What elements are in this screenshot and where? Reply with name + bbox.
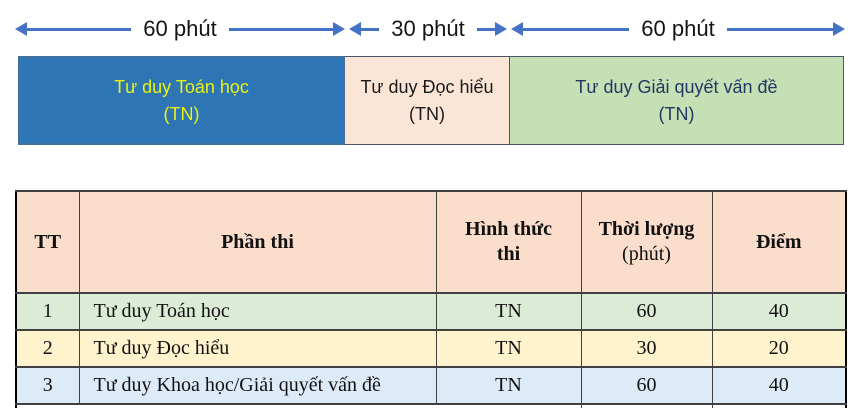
arrow-line <box>523 27 630 31</box>
section-box-problem: Tư duy Giải quyết vấn đề (TN) <box>509 56 844 145</box>
table-row: 2 Tư duy Đọc hiểu TN 30 20 <box>15 329 847 368</box>
cell-diem: 20 <box>711 329 847 368</box>
cell-phan-thi: Tư duy Đọc hiểu <box>78 329 437 368</box>
section-title: Tư duy Giải quyết vấn đề <box>575 77 778 98</box>
cell-thoi-luong: 30 <box>580 329 713 368</box>
col-header-thoi-luong-title: Thời lượng <box>598 218 695 240</box>
col-header-diem: Điểm <box>711 190 847 294</box>
arrow-line <box>27 27 132 31</box>
table-header-row: TT Phần thi Hình thức thi Thời lượng (ph… <box>15 190 847 294</box>
arrow-right-head-icon <box>833 22 845 36</box>
section-subtitle: (TN) <box>409 103 445 124</box>
section-box-math: Tư duy Toán học (TN) <box>18 56 345 145</box>
cell-total-label: Tổng <box>15 403 582 408</box>
arrow-line <box>726 27 833 31</box>
cell-total-thoi-luong: 150 <box>580 403 713 408</box>
section-subtitle: (TN) <box>163 103 200 124</box>
cell-tt: 3 <box>15 366 80 405</box>
table-row: 3 Tư duy Khoa học/Giải quyết vấn đề TN 6… <box>15 366 847 405</box>
timeline-boxes: Tư duy Toán học (TN) Tư duy Đọc hiểu (TN… <box>18 56 845 145</box>
duration-arrow-problem: 60 phút <box>511 13 845 45</box>
arrow-left-head-icon <box>349 22 361 36</box>
arrow-line <box>228 27 333 31</box>
cell-hinh-thuc: TN <box>435 366 582 405</box>
cell-tt: 2 <box>15 329 80 368</box>
timeline-arrows: 60 phút 30 phút 60 phút <box>15 13 845 45</box>
section-title: Tư duy Toán học <box>114 77 249 98</box>
col-header-thoi-luong-unit: (phút) <box>622 243 671 265</box>
section-subtitle: (TN) <box>658 103 695 124</box>
arrow-left-head-icon <box>15 22 27 36</box>
section-box-reading: Tư duy Đọc hiểu (TN) <box>345 56 510 145</box>
duration-arrow-math: 60 phút <box>15 13 345 45</box>
arrow-line <box>476 27 495 31</box>
col-header-tt: TT <box>15 190 80 294</box>
cell-hinh-thuc: TN <box>435 292 582 331</box>
col-header-hinh-thuc-thi: Hình thức thi <box>435 190 582 294</box>
cell-hinh-thuc: TN <box>435 329 582 368</box>
arrow-right-head-icon <box>333 22 345 36</box>
duration-arrow-reading: 30 phút <box>349 13 507 45</box>
table-total-row: Tổng 150 100 <box>15 403 847 408</box>
cell-phan-thi: Tư duy Khoa học/Giải quyết vấn đề <box>78 366 437 405</box>
cell-thoi-luong: 60 <box>580 366 713 405</box>
cell-diem: 40 <box>711 366 847 405</box>
table-row: 1 Tư duy Toán học TN 60 40 <box>15 292 847 331</box>
col-header-phan-thi: Phần thi <box>78 190 437 294</box>
col-header-thoi-luong: Thời lượng (phút) <box>580 190 713 294</box>
arrow-right-head-icon <box>495 22 507 36</box>
duration-label: 30 phút <box>391 16 465 41</box>
exam-structure-table: TT Phần thi Hình thức thi Thời lượng (ph… <box>15 190 847 408</box>
cell-total-diem: 100 <box>711 403 847 408</box>
duration-label: 60 phút <box>641 16 715 41</box>
arrow-line <box>361 27 380 31</box>
cell-tt: 1 <box>15 292 80 331</box>
duration-label: 60 phút <box>143 16 217 41</box>
section-title: Tư duy Đọc hiểu <box>360 77 494 98</box>
cell-thoi-luong: 60 <box>580 292 713 331</box>
cell-phan-thi: Tư duy Toán học <box>78 292 437 331</box>
cell-diem: 40 <box>711 292 847 331</box>
arrow-left-head-icon <box>511 22 523 36</box>
